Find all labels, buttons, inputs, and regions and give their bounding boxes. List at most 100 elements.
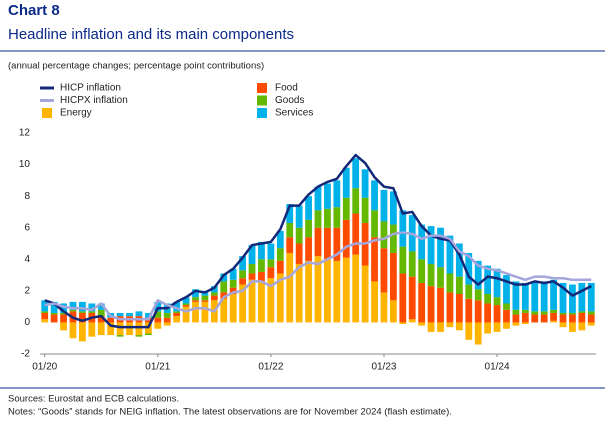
- bar: [239, 284, 247, 323]
- bar: [239, 278, 247, 285]
- bar: [493, 268, 501, 298]
- bar: [154, 317, 162, 323]
- x-tick-label: 01/24: [485, 362, 510, 373]
- bar: [229, 294, 237, 323]
- bar: [493, 297, 501, 306]
- bar: [521, 282, 529, 310]
- y-tick-label: 6: [24, 222, 30, 233]
- bar: [503, 322, 510, 329]
- bar: [324, 208, 331, 228]
- bar: [342, 257, 350, 323]
- chart-title: Chart 8: [8, 2, 60, 19]
- bar: [408, 276, 416, 320]
- bar: [220, 273, 228, 282]
- bar: [144, 333, 152, 336]
- bar: [239, 270, 247, 279]
- bar: [446, 235, 454, 274]
- bar: [531, 281, 539, 312]
- bar: [220, 292, 228, 299]
- bar: [418, 282, 426, 323]
- bar: [126, 322, 133, 336]
- bar: [41, 300, 49, 312]
- bar: [295, 205, 303, 228]
- bar: [389, 300, 397, 323]
- bar: [333, 207, 341, 228]
- bar: [399, 273, 407, 323]
- bar: [352, 158, 360, 189]
- bar: [210, 292, 218, 296]
- bar: [88, 322, 96, 337]
- bar: [182, 306, 190, 323]
- bar: [531, 311, 539, 315]
- bar: [465, 284, 473, 299]
- bar: [521, 322, 529, 325]
- bar: [163, 312, 171, 318]
- bar: [220, 281, 228, 293]
- bar: [182, 305, 190, 307]
- bar: [182, 303, 190, 306]
- bar: [107, 322, 115, 336]
- bar: [116, 312, 124, 317]
- legend-label: Goods: [275, 95, 304, 106]
- bar: [512, 309, 520, 315]
- bar: [399, 246, 407, 274]
- bar: [79, 312, 86, 323]
- bar: [324, 227, 331, 260]
- bar: [163, 322, 171, 326]
- notes: Notes: “Goods” stands for NEIG inflation…: [8, 407, 452, 418]
- line: [44, 231, 592, 321]
- bar: [295, 264, 303, 323]
- bar: [258, 281, 265, 323]
- bar: [50, 314, 58, 323]
- bar: [427, 226, 435, 265]
- bar: [173, 301, 181, 312]
- bar: [314, 186, 322, 211]
- bar: [154, 301, 162, 312]
- bar: [371, 210, 378, 238]
- bar: [484, 322, 492, 334]
- bar: [192, 301, 199, 323]
- bar: [493, 305, 501, 323]
- bar: [50, 301, 58, 313]
- bar: [97, 316, 105, 323]
- bar: [389, 224, 397, 253]
- bar: [437, 322, 444, 332]
- bar: [418, 259, 426, 283]
- bar: [503, 303, 510, 310]
- bar: [239, 256, 247, 271]
- sources: Sources: Eurostat and ECB calculations.: [8, 394, 179, 405]
- bar: [380, 221, 388, 249]
- bar: [41, 311, 49, 313]
- bar: [276, 260, 284, 274]
- bar: [192, 289, 199, 298]
- bar: [484, 303, 492, 323]
- bar: [427, 264, 435, 287]
- bar: [229, 287, 237, 295]
- bar: [512, 322, 520, 326]
- bar: [276, 273, 284, 323]
- x-tick-label: 01/23: [371, 362, 396, 373]
- bar: [371, 180, 378, 211]
- bar: [569, 322, 576, 332]
- bar: [550, 279, 557, 310]
- legend-label: Food: [275, 83, 298, 94]
- bar: [361, 197, 369, 223]
- bar: [380, 292, 388, 323]
- bar: [305, 219, 312, 238]
- bar: [484, 294, 492, 304]
- bar: [60, 322, 67, 331]
- bar: [276, 230, 284, 249]
- bar: [41, 312, 49, 320]
- bar: [248, 273, 256, 280]
- bar: [418, 322, 426, 326]
- bar: [314, 210, 322, 228]
- y-tick-label: 10: [19, 159, 31, 170]
- y-tick-label: 8: [24, 191, 30, 202]
- bar: [50, 312, 58, 315]
- bar: [389, 191, 397, 225]
- bar: [79, 311, 86, 313]
- bar: [399, 322, 407, 325]
- bar: [493, 322, 501, 332]
- bar: [69, 322, 77, 339]
- bar: [173, 312, 181, 317]
